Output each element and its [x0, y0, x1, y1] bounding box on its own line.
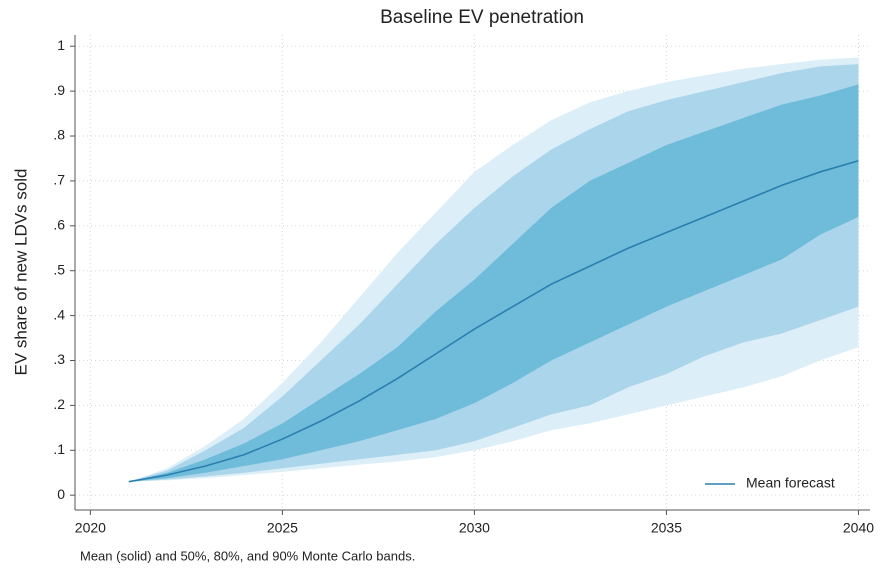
y-tick-label: .5 — [53, 261, 65, 277]
y-tick-label: 1 — [57, 37, 65, 53]
x-tick-label: 2030 — [459, 520, 490, 536]
y-axis-title: EV share of new LDVs sold — [11, 169, 30, 376]
note: Mean (solid) and 50%, 80%, and 90% Monte… — [80, 548, 415, 563]
mean-line — [128, 159, 859, 483]
x-tick-label: 2020 — [75, 520, 106, 536]
x-tick-label: 2040 — [843, 520, 874, 536]
legend-label: Mean forecast — [746, 475, 835, 491]
y-tick-label: .4 — [53, 306, 65, 322]
y-tick-label: .1 — [53, 441, 65, 457]
y-tick-label: .2 — [53, 396, 65, 412]
x-tick-label: 2025 — [267, 520, 298, 536]
y-tick-label: .9 — [53, 82, 65, 98]
y-tick-label: .7 — [53, 172, 65, 188]
chart-title: Baseline EV penetration — [380, 7, 584, 28]
band — [128, 84, 859, 482]
x-tick-label: 2035 — [651, 520, 682, 536]
y-tick-label: .3 — [53, 351, 65, 367]
y-tick-label: 0 — [57, 486, 65, 502]
y-tick-label: .6 — [53, 217, 65, 233]
y-tick-label: .8 — [53, 127, 65, 143]
